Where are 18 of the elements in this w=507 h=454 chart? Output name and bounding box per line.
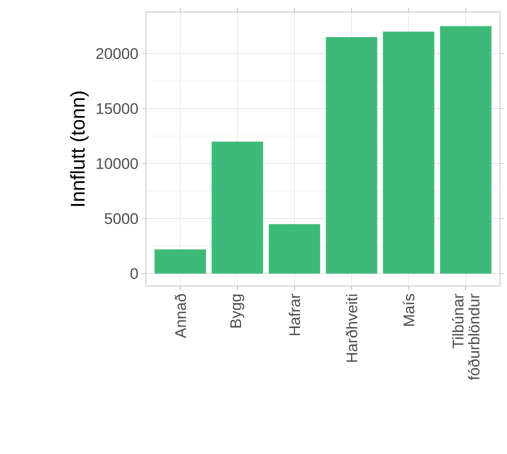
bar bbox=[154, 249, 206, 274]
x-tick-label: Maís bbox=[402, 294, 414, 326]
y-tick-label: 0 bbox=[130, 268, 138, 280]
x-tick-label: Harðhveiti bbox=[346, 294, 358, 362]
bar bbox=[382, 32, 434, 274]
x-tick-label: Tilbúnar fóðurblöndur bbox=[452, 294, 480, 380]
bar bbox=[212, 142, 264, 274]
y-tick-label: 20000 bbox=[96, 48, 138, 60]
x-tick-label: Bygg bbox=[230, 294, 244, 328]
bar bbox=[268, 224, 320, 274]
x-tick-label: Hafrar bbox=[288, 294, 300, 336]
y-tick-label: 10000 bbox=[96, 158, 138, 170]
bar bbox=[326, 37, 378, 274]
y-tick-label: 15000 bbox=[96, 103, 138, 114]
x-tick-label: Annað bbox=[174, 294, 186, 338]
y-axis-title: Innflutt (tonn) bbox=[70, 92, 89, 206]
y-tick-label: 5000 bbox=[104, 213, 138, 224]
bar bbox=[440, 26, 492, 274]
